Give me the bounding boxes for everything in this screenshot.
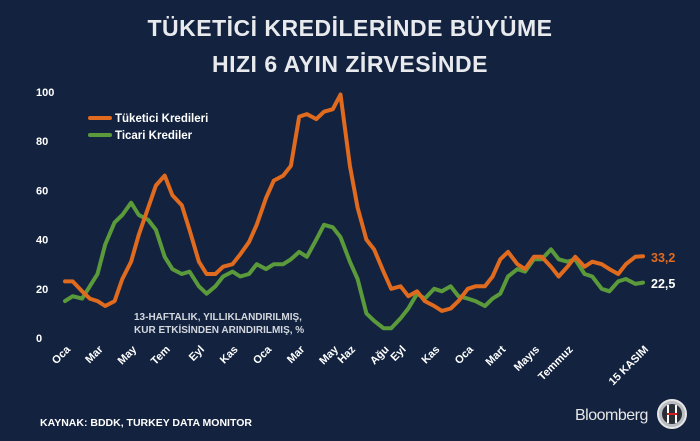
chart-title-line-1: TÜKETİCİ KREDİLERİNDE BÜYÜME xyxy=(147,15,552,41)
legend: Tüketici Kredileri Ticari Krediler xyxy=(88,113,208,142)
source-text: KAYNAK: BDDK, TURKEY DATA MONITOR xyxy=(40,417,252,429)
legend-label-commercial: Ticari Krediler xyxy=(115,130,193,142)
chart-note-line-1: 13-HAFTALIK, YILLIKLANDIRILMIŞ, xyxy=(134,312,302,323)
end-label-consumer: 33,2 xyxy=(651,251,675,265)
series-line-commercial xyxy=(63,200,645,331)
y-tick-label: 100 xyxy=(36,87,54,99)
y-tick-label: 40 xyxy=(36,235,48,247)
series-lines xyxy=(63,92,645,331)
legend-label-consumer: Tüketici Kredileri xyxy=(115,113,208,125)
y-tick-label: 20 xyxy=(36,284,48,296)
series-line-consumer xyxy=(63,92,645,313)
y-tick-label: 60 xyxy=(36,185,48,197)
chart-note-line-2: KUR ETKİSİNDEN ARINDIRILMIŞ, % xyxy=(134,323,304,336)
bloomberg-logo-text: Bloomberg xyxy=(575,407,648,424)
chart-title-line-2: HIZI 6 AYIN ZİRVESİNDE xyxy=(212,51,488,77)
y-axis: 0 20 40 60 80 100 xyxy=(36,87,54,345)
end-label-commercial: 22,5 xyxy=(651,277,675,291)
y-tick-label: 80 xyxy=(36,136,48,148)
y-tick-label: 0 xyxy=(36,333,42,345)
ht-logo-icon xyxy=(657,399,687,429)
